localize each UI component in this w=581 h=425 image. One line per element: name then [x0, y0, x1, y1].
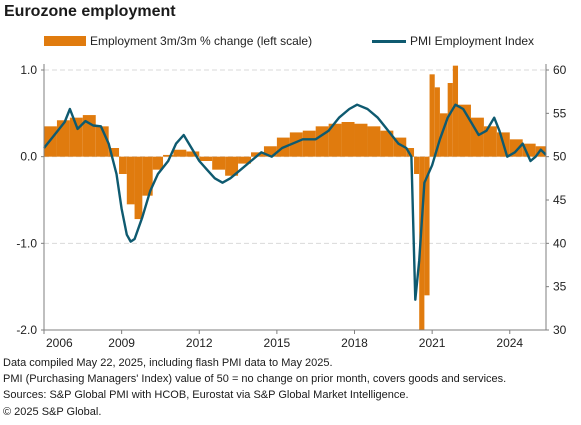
- legend-label-employment: Employment 3m/3m % change (left scale): [90, 34, 313, 48]
- employment-bar: [341, 122, 355, 157]
- employment-bar: [424, 156, 430, 296]
- employment-bar: [212, 156, 226, 170]
- employment-bar: [108, 148, 120, 157]
- left-tick-label: -2.0: [16, 323, 37, 337]
- employment-bar: [367, 126, 381, 157]
- employment-bar: [163, 154, 174, 157]
- employment-bar: [419, 156, 425, 330]
- employment-bar: [447, 83, 453, 157]
- legend-label-pmi: PMI Employment Index: [410, 34, 535, 48]
- footnote-line: © 2025 S&P Global.: [3, 405, 102, 418]
- pmi-employment-line: [43, 103, 547, 301]
- right-tick-label: 35: [553, 280, 567, 294]
- employment-bar: [429, 74, 435, 157]
- legend-item-pmi: PMI Employment Index: [372, 34, 534, 48]
- legend-swatch-bar: [44, 36, 86, 46]
- legend: Employment 3m/3m % change (left scale) P…: [0, 34, 581, 52]
- x-tick-label: 2018: [341, 336, 368, 350]
- employment-bar: [134, 156, 143, 220]
- employment-bar: [126, 156, 135, 205]
- employment-bar: [302, 130, 316, 157]
- employment-bar: [173, 149, 187, 157]
- chart-canvas: 1.0 0.0 -1.0 -2.0 60 55 50 45 40 35 30 2006 2009 2012…: [16, 63, 567, 350]
- x-tick-label: 2024: [496, 336, 523, 350]
- employment-bar: [199, 156, 213, 161]
- employment-bar: [452, 65, 459, 157]
- right-tick-label: 55: [553, 106, 567, 120]
- employment-bar: [439, 113, 448, 157]
- left-tick-label: -1.0: [16, 236, 37, 250]
- employment-bar: [119, 156, 127, 174]
- employment-bar: [434, 87, 440, 157]
- employment-bar: [186, 151, 200, 157]
- right-tick-label: 60: [553, 63, 567, 77]
- left-tick-label: 0.0: [20, 150, 37, 164]
- employment-bar: [483, 126, 497, 157]
- employment-bar: [56, 120, 70, 157]
- right-tick-label: 45: [553, 193, 567, 207]
- right-tick-label: 30: [553, 323, 567, 337]
- legend-item-employment: Employment 3m/3m % change (left scale): [44, 34, 312, 48]
- employment-bar: [225, 156, 239, 176]
- employment-bar: [152, 156, 164, 170]
- footnote-line: PMI (Purchasing Managers' Index) value o…: [3, 373, 507, 386]
- employment-bar: [414, 156, 420, 174]
- left-tick-label: 1.0: [20, 63, 37, 77]
- employment-bar: [354, 123, 368, 157]
- x-tick-label: 2015: [264, 336, 291, 350]
- employment-bar: [328, 123, 342, 157]
- x-tick-label: 2012: [186, 336, 213, 350]
- employment-bar: [380, 130, 394, 157]
- employment-bar: [289, 132, 303, 157]
- employment-bar: [142, 156, 153, 196]
- chart-title: Eurozone employment: [4, 3, 176, 20]
- x-tick-label: 2021: [419, 336, 446, 350]
- legend-swatch-line: [372, 39, 406, 43]
- footnotes: Data compiled May 22, 2025, including fl…: [3, 355, 506, 420]
- x-tick-label: 2006: [46, 336, 73, 350]
- employment-bar: [238, 156, 252, 164]
- employment-bar: [263, 146, 277, 157]
- footnote-line: Sources: S&P Global PMI with HCOB, Euros…: [3, 389, 409, 402]
- footnote-line: Data compiled May 22, 2025, including fl…: [3, 357, 333, 369]
- x-tick-label: 2009: [108, 336, 135, 350]
- right-tick-label: 50: [553, 150, 567, 164]
- right-tick-label: 40: [553, 236, 567, 250]
